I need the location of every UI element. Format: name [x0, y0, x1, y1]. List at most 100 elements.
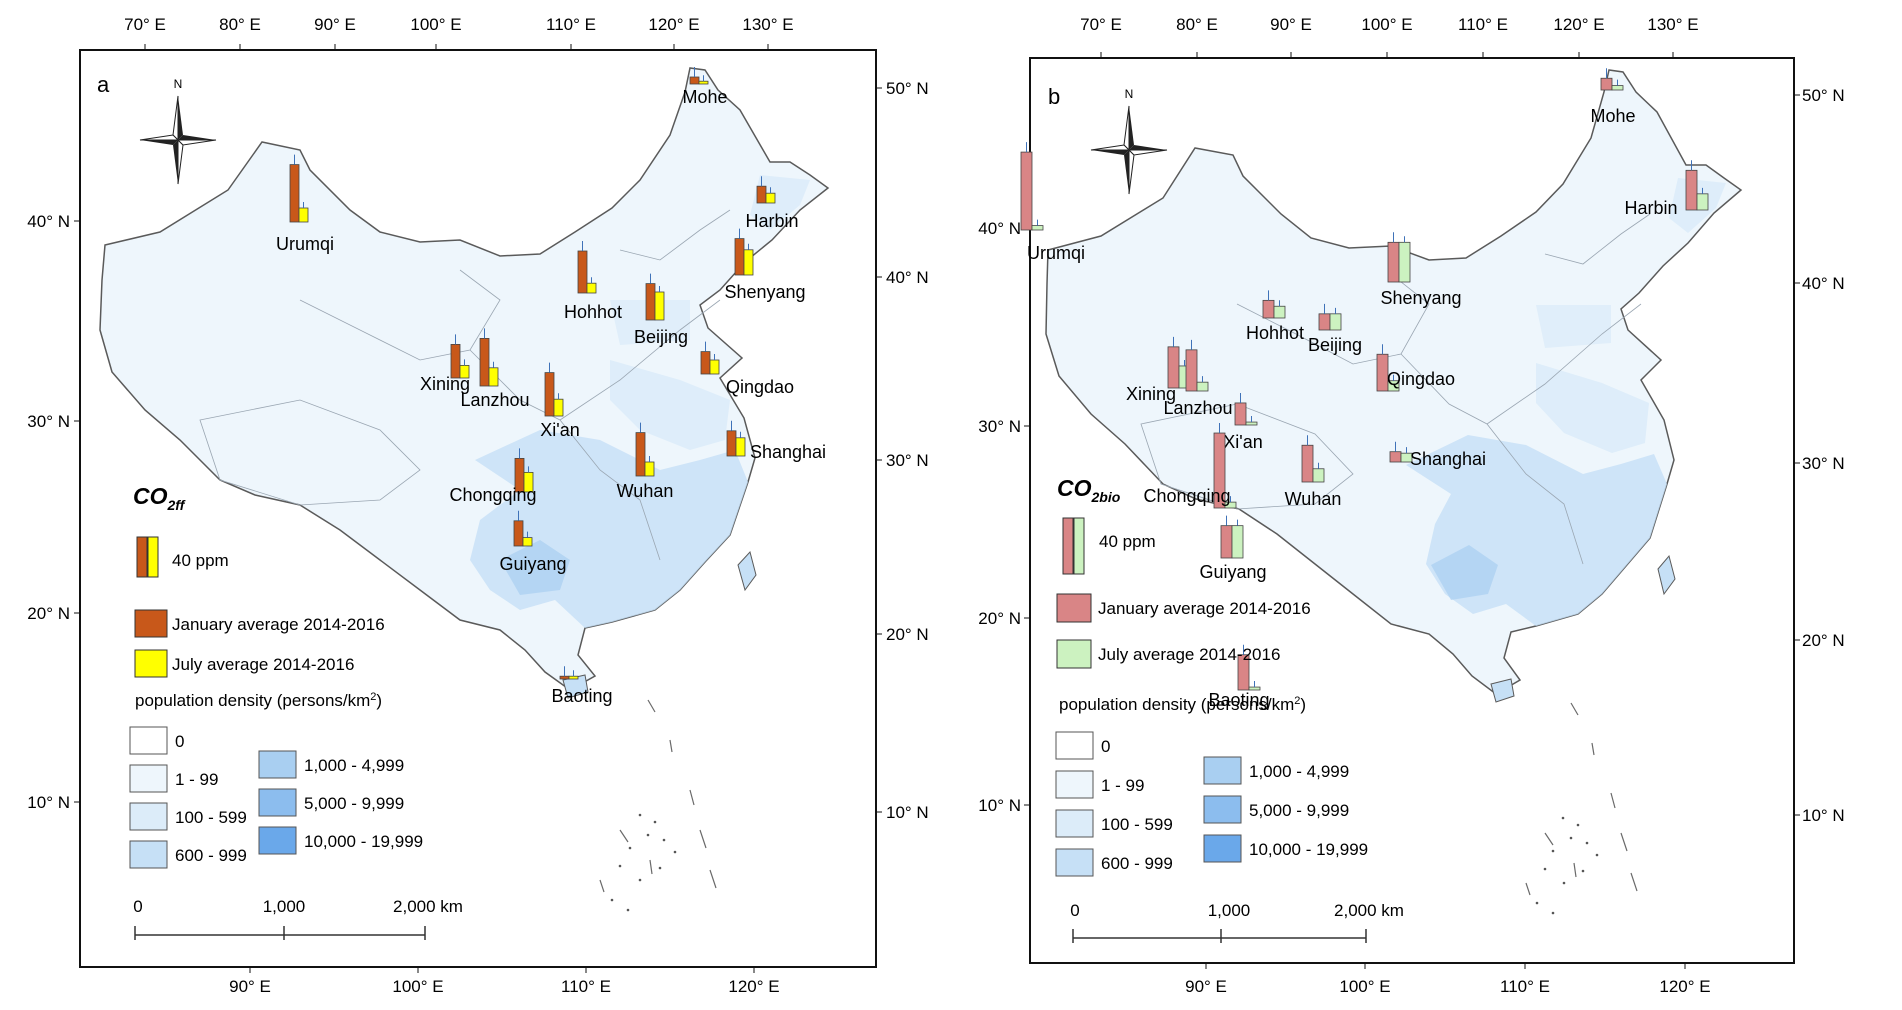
- january-bar: [1389, 451, 1402, 463]
- july-bar: [568, 675, 579, 680]
- january-bar: [513, 520, 524, 547]
- panel-label: a: [97, 72, 110, 97]
- city-bar-group: Shanghai: [726, 420, 826, 462]
- city-label: Xi'an: [1223, 432, 1262, 452]
- january-bar: [1301, 444, 1314, 483]
- january-bar: [756, 185, 767, 204]
- january-bar: [1600, 77, 1613, 91]
- bottom-longitude-axis: 90° E 100° E 110° E 120° E: [1185, 963, 1711, 996]
- city-bar-group: Shenyang: [1380, 232, 1462, 308]
- january-bar: [734, 238, 745, 276]
- population-class-swatch: [129, 802, 168, 831]
- legend-july-label: July average 2014-2016: [172, 655, 354, 674]
- legend-population-title: population density (persons/km2): [1059, 695, 1306, 714]
- lon-label: 90° E: [229, 977, 271, 996]
- january-bar: [544, 372, 555, 417]
- map-panel-a: 70° E 80° E 90° E 100° E 110° E 120° E 1…: [27, 15, 929, 996]
- population-class-label: 10,000 - 19,999: [1249, 840, 1368, 859]
- january-bar: [559, 675, 570, 680]
- city-bar-group: Lanzhou: [1163, 339, 1233, 418]
- january-bar: [1262, 299, 1275, 319]
- city-label: Chongqing: [449, 485, 536, 505]
- july-bar: [743, 249, 754, 276]
- city-label: Xi'an: [540, 420, 579, 440]
- population-class-swatch: [129, 764, 168, 793]
- city-label: Lanzhou: [460, 390, 529, 410]
- city-bar-group: Harbin: [1624, 160, 1709, 218]
- north-arrow-icon: N: [139, 77, 217, 185]
- lat-label: 10° N: [1802, 806, 1845, 825]
- july-bar: [522, 537, 533, 547]
- legend: CO2ff 40 ppm January average 2014-2016 J…: [129, 483, 423, 869]
- july-bar: [1196, 381, 1209, 392]
- city-bar-group: Beijing: [1308, 303, 1362, 355]
- city-bar-group: Xi'an: [540, 362, 580, 440]
- city-label: Wuhan: [1285, 489, 1342, 509]
- lat-label: 30° N: [1802, 454, 1845, 473]
- population-class-label: 0: [175, 732, 184, 751]
- january-bar: [726, 430, 737, 457]
- january-bar: [1387, 241, 1400, 283]
- lat-label: 40° N: [1802, 274, 1845, 293]
- january-bar: [450, 343, 461, 379]
- north-arrow-icon: N: [1090, 87, 1168, 195]
- july-bar: [1245, 421, 1258, 426]
- city-label: Shanghai: [750, 442, 826, 462]
- legend-january-label: January average 2014-2016: [172, 615, 385, 634]
- city-bar-group: Xining: [420, 334, 470, 394]
- city-bar-group: Harbin: [745, 176, 799, 231]
- city-bar-group: Guiyang: [499, 510, 567, 574]
- legend-scale-symbol: [136, 536, 159, 578]
- july-bar: [586, 282, 597, 294]
- july-bar: [709, 359, 720, 375]
- china-landmass: [99, 67, 830, 912]
- july-bar: [1231, 525, 1244, 559]
- city-bar-group: Hohhot: [564, 241, 622, 322]
- lat-label: 50° N: [886, 79, 929, 98]
- lat-label: 30° N: [886, 451, 929, 470]
- july-bar: [1312, 468, 1325, 483]
- city-label: Shenyang: [1380, 288, 1461, 308]
- population-class-swatch: [1055, 731, 1094, 760]
- city-label: Beijing: [634, 327, 688, 347]
- city-label: Chongqing: [1143, 486, 1230, 506]
- population-class-label: 600 - 999: [175, 846, 247, 865]
- population-class-label: 10,000 - 19,999: [304, 832, 423, 851]
- svg-text:N: N: [1125, 87, 1134, 101]
- city-bar-group: Urumqi: [1020, 142, 1085, 263]
- january-bar: [479, 337, 490, 387]
- city-label: Harbin: [1624, 198, 1677, 218]
- population-class-swatch: [258, 750, 297, 779]
- population-class-swatch: [1055, 848, 1094, 877]
- lon-label: 70° E: [124, 15, 166, 34]
- january-bar: [645, 283, 656, 321]
- city-bar-group: Chongqing: [449, 448, 537, 505]
- july-bar: [1329, 313, 1342, 331]
- scale-bar: 0 1,000 2,000 km: [1070, 901, 1404, 943]
- legend-variable: CO2bio: [1057, 475, 1121, 505]
- city-bar-group: Baoting: [551, 666, 613, 706]
- january-bar: [700, 351, 711, 375]
- lon-label: 100° E: [1339, 977, 1390, 996]
- scale-label: 1,000: [263, 897, 306, 916]
- lon-label: 110° E: [1458, 15, 1508, 34]
- population-class-swatch: [1055, 770, 1094, 799]
- july-bar: [765, 192, 776, 204]
- population-density-classes: 0 1 - 99 100 - 599 600 - 999 1,000 - 4,999 5,…: [1055, 731, 1368, 877]
- july-bar: [1696, 193, 1709, 211]
- legend-population-title: population density (persons/km2): [135, 691, 382, 710]
- city-bar-group: Beijing: [634, 273, 688, 347]
- january-bar: [1020, 151, 1033, 231]
- city-label: Xining: [420, 374, 470, 394]
- lon-label: 120° E: [1659, 977, 1710, 996]
- legend-scale-symbol: [1062, 517, 1085, 575]
- population-class-label: 1,000 - 4,999: [304, 756, 404, 775]
- city-bar-group: Wuhan: [1285, 435, 1342, 509]
- lat-label: 10° N: [27, 793, 70, 812]
- lat-label: 30° N: [978, 417, 1021, 436]
- city-bar-group: Mohe: [1590, 68, 1636, 126]
- july-bar: [488, 367, 499, 387]
- legend: CO2bio 40 ppm January average 2014-2016 …: [1055, 475, 1368, 877]
- lon-label: 130° E: [742, 15, 793, 34]
